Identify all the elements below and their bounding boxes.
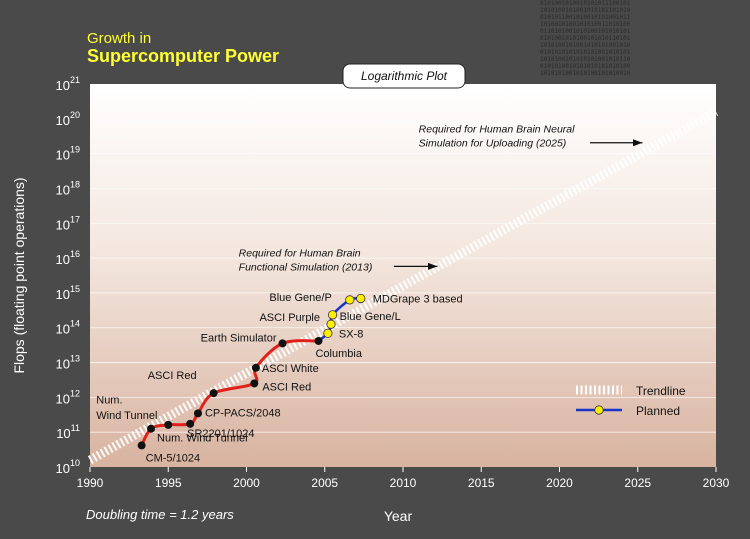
point-label: SX-8: [339, 328, 363, 340]
point-label: Num.: [96, 395, 122, 407]
chart-title-line1: Growth in: [87, 30, 152, 47]
x-tick-label: 2025: [624, 476, 651, 490]
y-tick-label: 1019: [56, 145, 80, 163]
point-label: Wind Tunnel: [96, 410, 157, 422]
annotation-text: Functional Simulation (2013): [239, 261, 373, 273]
x-tick-label: 2010: [390, 476, 417, 490]
x-tick-label: 1990: [77, 476, 104, 490]
plot-tab: [342, 63, 466, 89]
plot-area: [90, 84, 716, 467]
y-tick-label: 1015: [56, 284, 80, 302]
x-tick-label: 1995: [155, 476, 182, 490]
actual-data-point: [137, 441, 146, 450]
y-tick-label: 1013: [56, 354, 80, 372]
point-label: CM-5/1024: [146, 452, 200, 464]
y-axis-label: Flops (floating point operations): [11, 177, 27, 373]
point-label: ASCI Red: [262, 381, 311, 393]
y-tick-label: 1012: [56, 388, 80, 406]
actual-data-point: [164, 420, 173, 429]
plot-tab-label: Logarithmic Plot: [361, 69, 448, 83]
point-label: CP-PACS/2048: [205, 407, 281, 419]
x-axis-label: Year: [384, 508, 413, 524]
y-tick-label: 1020: [56, 110, 80, 128]
y-tick-label: 1011: [56, 423, 80, 441]
actual-data-point: [251, 363, 260, 372]
point-label: Blue Gene/L: [340, 311, 401, 323]
binary-logo-decoration: 0101001010010101011100101 10101001010010…: [540, 0, 631, 77]
chart-title-line2: Supercomputer Power: [87, 46, 280, 66]
doubling-time-note: Doubling time = 1.2 years: [86, 507, 234, 522]
actual-data-point: [314, 336, 323, 345]
actual-data-point: [209, 389, 218, 398]
y-tick-label: 1017: [56, 214, 80, 232]
x-tick-label: 2005: [311, 476, 338, 490]
point-label: MDGrape 3 based: [373, 293, 463, 305]
x-tick-label: 2020: [546, 476, 573, 490]
point-label: Earth Simulator: [201, 332, 277, 344]
actual-data-point: [278, 339, 287, 348]
planned-data-point: [327, 310, 338, 320]
point-label: Columbia: [315, 348, 362, 360]
y-tick-label: 1010: [56, 458, 80, 476]
legend-planned-label: Planned: [636, 404, 680, 418]
actual-series-line: [140, 339, 319, 447]
y-tick-label: 1016: [56, 249, 80, 267]
y-tick-label: 1018: [56, 179, 80, 197]
actual-data-point: [186, 419, 195, 428]
y-tick-label: 1014: [56, 319, 80, 337]
annotation-text: Required for Human Brain: [239, 247, 361, 259]
planned-data-point: [356, 293, 366, 304]
planned-data-point: [326, 319, 336, 329]
point-label: SR2201/1024: [187, 428, 254, 440]
planned-data-point: [345, 295, 355, 305]
x-tick-label: 2015: [468, 476, 495, 490]
point-label: ASCI Red: [148, 370, 197, 382]
x-tick-label: 2030: [703, 476, 730, 490]
y-tick-label: 1021: [56, 75, 80, 93]
point-label: ASCI Purple: [259, 312, 320, 324]
annotation-text: Required for Human Brain Neural: [419, 124, 575, 136]
point-label: ASCI White: [262, 363, 319, 375]
point-label: Blue Gene/P: [269, 292, 331, 304]
legend-planned-marker: [594, 405, 604, 415]
actual-data-point: [193, 409, 202, 418]
legend-trendline-label: Trendline: [636, 384, 686, 398]
annotation-text: Simulation for Uploading (2025): [419, 138, 567, 150]
actual-data-point: [147, 424, 156, 433]
planned-data-point: [323, 328, 333, 338]
x-tick-label: 2000: [233, 476, 260, 490]
actual-data-point: [250, 379, 259, 388]
point-label: Num. Wind Tunnel: [157, 433, 247, 445]
